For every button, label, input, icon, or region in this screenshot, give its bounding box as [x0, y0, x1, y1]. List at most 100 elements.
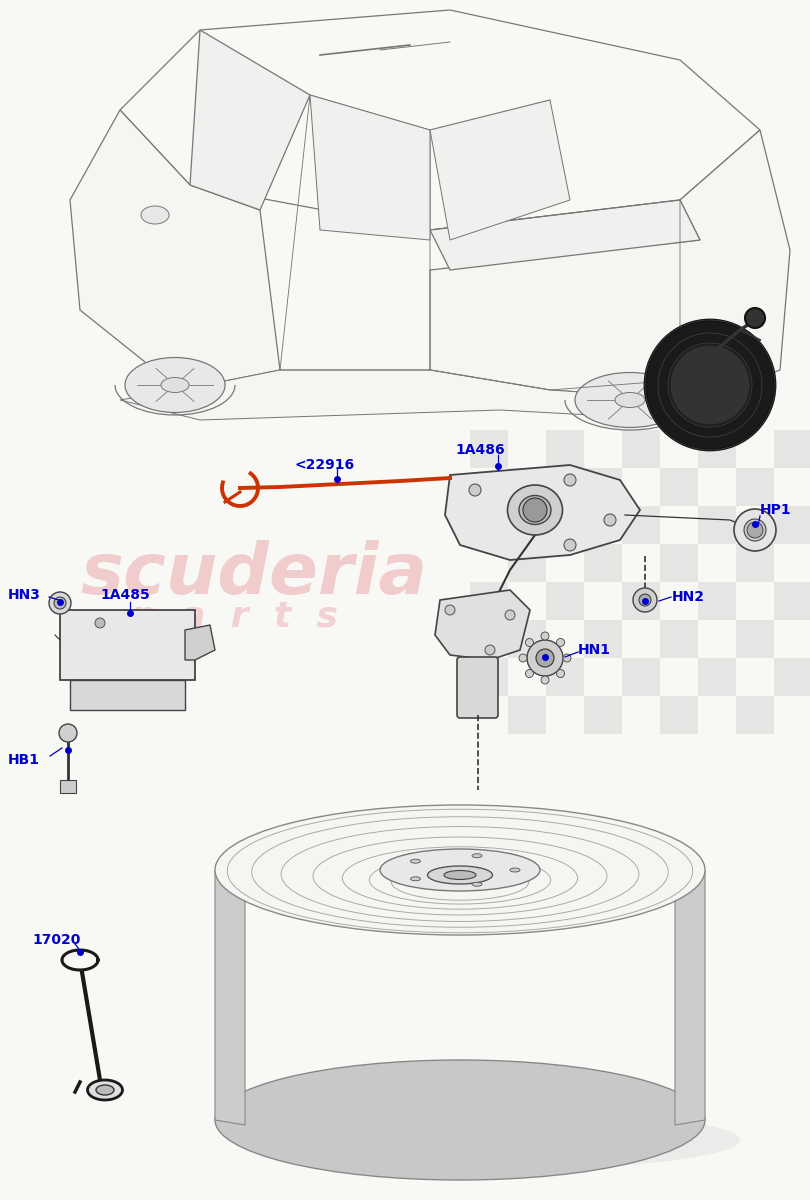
Polygon shape [62, 950, 98, 970]
Text: p  a  r  t  s: p a r t s [130, 600, 338, 634]
Bar [660, 468, 698, 506]
Ellipse shape [670, 346, 750, 425]
Bar [698, 658, 736, 696]
Bar [508, 544, 546, 582]
Text: 17020: 17020 [32, 934, 80, 947]
Text: 1A485: 1A485 [100, 588, 150, 602]
Circle shape [536, 649, 554, 667]
Polygon shape [60, 780, 76, 793]
Circle shape [745, 308, 765, 328]
Polygon shape [70, 680, 185, 710]
Ellipse shape [161, 378, 189, 392]
Circle shape [556, 638, 565, 647]
Bar [584, 696, 622, 734]
Bar [774, 506, 810, 544]
Ellipse shape [380, 850, 540, 890]
Circle shape [747, 522, 763, 538]
Bar [508, 620, 546, 658]
Circle shape [519, 654, 527, 662]
Ellipse shape [411, 877, 420, 881]
Polygon shape [190, 30, 310, 210]
Text: HN1: HN1 [578, 643, 611, 658]
Bar [622, 582, 660, 620]
Bar [508, 468, 546, 506]
FancyBboxPatch shape [457, 658, 498, 718]
Ellipse shape [141, 206, 169, 224]
Circle shape [541, 632, 549, 640]
Circle shape [639, 594, 651, 606]
Circle shape [556, 670, 565, 678]
Polygon shape [675, 870, 705, 1126]
Polygon shape [445, 464, 640, 560]
Circle shape [564, 539, 576, 551]
Ellipse shape [444, 870, 476, 880]
Circle shape [564, 474, 576, 486]
Text: HN2: HN2 [672, 590, 705, 604]
Bar [660, 696, 698, 734]
Polygon shape [70, 110, 280, 390]
Ellipse shape [734, 509, 776, 551]
Circle shape [563, 654, 571, 662]
Ellipse shape [615, 392, 645, 408]
Bar [736, 468, 774, 506]
Bar [470, 582, 508, 620]
Ellipse shape [96, 1085, 114, 1094]
Ellipse shape [519, 496, 551, 524]
Circle shape [526, 670, 534, 678]
Ellipse shape [428, 866, 492, 884]
Ellipse shape [645, 320, 775, 450]
Circle shape [49, 592, 71, 614]
Ellipse shape [215, 1060, 705, 1180]
Circle shape [54, 596, 66, 608]
Bar [698, 582, 736, 620]
Polygon shape [310, 95, 430, 240]
Circle shape [526, 638, 534, 647]
Circle shape [523, 498, 547, 522]
Polygon shape [60, 610, 195, 680]
Polygon shape [430, 100, 570, 240]
Ellipse shape [472, 853, 482, 858]
Circle shape [469, 484, 481, 496]
Bar [698, 506, 736, 544]
Ellipse shape [125, 358, 225, 413]
Ellipse shape [240, 1110, 740, 1170]
Text: <22916: <22916 [295, 458, 355, 472]
Bar [546, 430, 584, 468]
Ellipse shape [472, 882, 482, 887]
Bar [584, 620, 622, 658]
Polygon shape [120, 370, 700, 420]
Text: scuderia: scuderia [80, 540, 427, 608]
Bar [470, 658, 508, 696]
Bar [470, 430, 508, 468]
Ellipse shape [411, 859, 420, 863]
Text: HP1: HP1 [760, 503, 791, 517]
Bar [774, 430, 810, 468]
Bar [774, 582, 810, 620]
Bar [774, 658, 810, 696]
Bar [470, 506, 508, 544]
Circle shape [59, 724, 77, 742]
Ellipse shape [215, 805, 705, 935]
Polygon shape [215, 870, 245, 1126]
Text: HN3: HN3 [8, 588, 40, 602]
Ellipse shape [510, 868, 520, 872]
Polygon shape [435, 590, 530, 660]
Circle shape [527, 640, 563, 676]
Ellipse shape [87, 1080, 122, 1100]
Bar [546, 506, 584, 544]
Polygon shape [430, 200, 700, 270]
Bar [698, 430, 736, 468]
Circle shape [604, 514, 616, 526]
Bar [584, 544, 622, 582]
Bar [660, 620, 698, 658]
Ellipse shape [744, 518, 766, 541]
Ellipse shape [575, 372, 685, 427]
Circle shape [95, 618, 105, 628]
Bar [546, 582, 584, 620]
Polygon shape [185, 625, 215, 660]
Bar [736, 696, 774, 734]
Polygon shape [430, 130, 790, 400]
Circle shape [485, 646, 495, 655]
Polygon shape [120, 10, 760, 230]
Circle shape [633, 588, 657, 612]
